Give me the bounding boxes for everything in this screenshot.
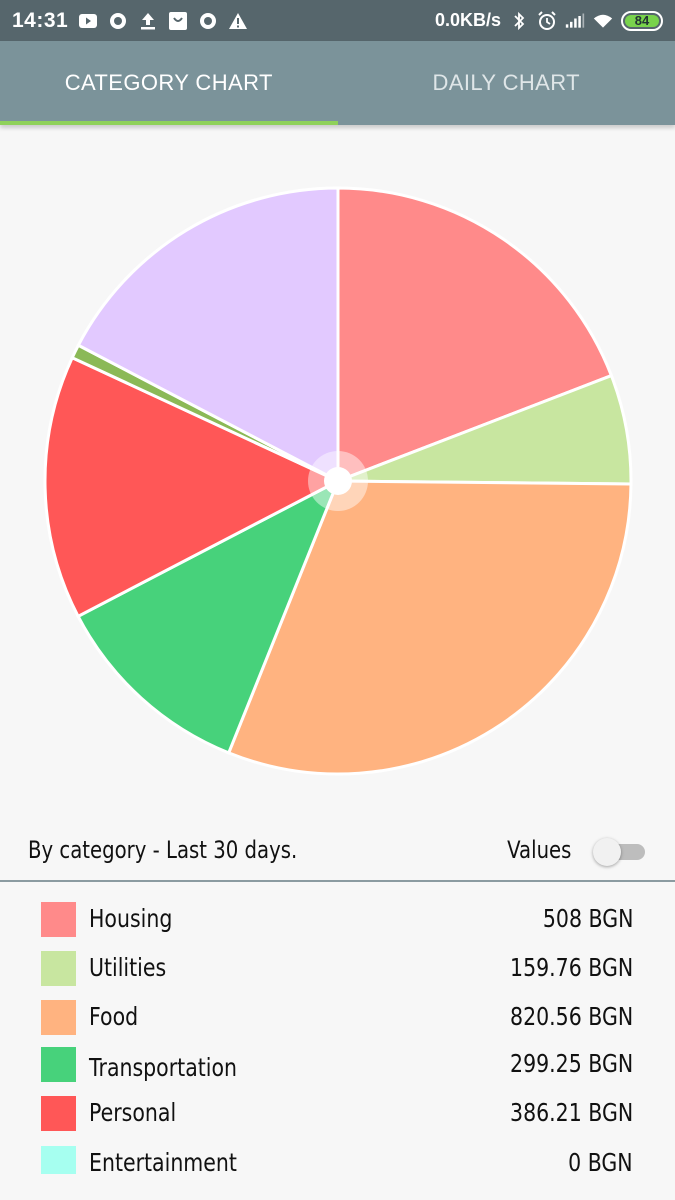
color-swatch (41, 1047, 76, 1082)
chart-title: By category - Last 30 days. (28, 836, 298, 864)
color-swatch (41, 1146, 76, 1174)
pie-slice-transportation[interactable] (76, 477, 341, 755)
tab-bar: CATEGORY CHART DAILY CHART (0, 41, 675, 125)
values-toggle-switch[interactable] (593, 838, 647, 866)
pie-slice-food[interactable] (226, 479, 633, 776)
category-value: 0 BGN (568, 1148, 633, 1174)
circle-app-icon (198, 11, 218, 31)
switch-thumb (593, 838, 621, 866)
upload-icon (138, 11, 158, 31)
pie-slice-personal[interactable] (43, 355, 342, 619)
shopping-bag-icon (168, 11, 188, 31)
pie-slice-housing[interactable] (336, 186, 614, 484)
category-name: Transportation (89, 1053, 238, 1082)
tab-daily-chart[interactable]: DAILY CHART (338, 41, 675, 125)
status-bar: 14:31 0.0KB/s (0, 0, 675, 41)
list-item[interactable]: Personal 386.21 BGN (0, 1096, 675, 1136)
list-item[interactable]: Housing 508 BGN (0, 902, 675, 942)
signal-icon (565, 11, 585, 31)
chart-header: By category - Last 30 days. Values (0, 820, 675, 882)
values-toggle-label: Values (506, 836, 571, 864)
list-item[interactable]: Transportation 299.25 BGN (0, 1047, 675, 1087)
active-tab-indicator (0, 121, 338, 125)
battery-icon: 84 (621, 10, 663, 31)
wifi-icon (593, 11, 613, 31)
color-swatch (41, 1096, 76, 1131)
status-time: 14:31 (12, 8, 69, 32)
category-value: 508 BGN (542, 904, 633, 933)
category-name: Food (89, 1002, 139, 1031)
tab-category-chart[interactable]: CATEGORY CHART (0, 41, 338, 125)
category-name: Utilities (89, 953, 167, 982)
category-value: 386.21 BGN (509, 1098, 633, 1127)
pie-center-hole (324, 467, 352, 495)
category-value: 299.25 BGN (509, 1049, 633, 1078)
color-swatch (41, 1000, 76, 1035)
youtube-icon (78, 11, 98, 31)
list-item[interactable]: Utilities 159.76 BGN (0, 951, 675, 991)
alarm-icon (537, 10, 557, 31)
category-name: Entertainment (89, 1148, 237, 1174)
color-swatch (41, 951, 76, 986)
category-legend-list[interactable]: Housing 508 BGN Utilities 159.76 BGN Foo… (0, 884, 675, 1174)
network-speed: 0.0KB/s (434, 10, 501, 30)
tab-label: CATEGORY CHART (64, 70, 273, 95)
pie-slice-7[interactable] (76, 186, 340, 484)
category-name: Housing (89, 904, 173, 933)
battery-level: 84 (634, 13, 650, 28)
pie-svg[interactable] (0, 160, 675, 800)
circle-app-icon (108, 11, 128, 31)
list-item[interactable]: Entertainment 0 BGN (0, 1146, 675, 1174)
list-item[interactable]: Food 820.56 BGN (0, 1000, 675, 1040)
tab-label: DAILY CHART (432, 70, 580, 95)
category-pie-chart[interactable] (0, 160, 675, 800)
category-name: Personal (89, 1098, 177, 1127)
category-value: 159.76 BGN (509, 953, 633, 982)
color-swatch (41, 902, 76, 937)
category-value: 820.56 BGN (509, 1002, 633, 1031)
warning-icon (228, 11, 248, 31)
bluetooth-icon (509, 11, 529, 31)
